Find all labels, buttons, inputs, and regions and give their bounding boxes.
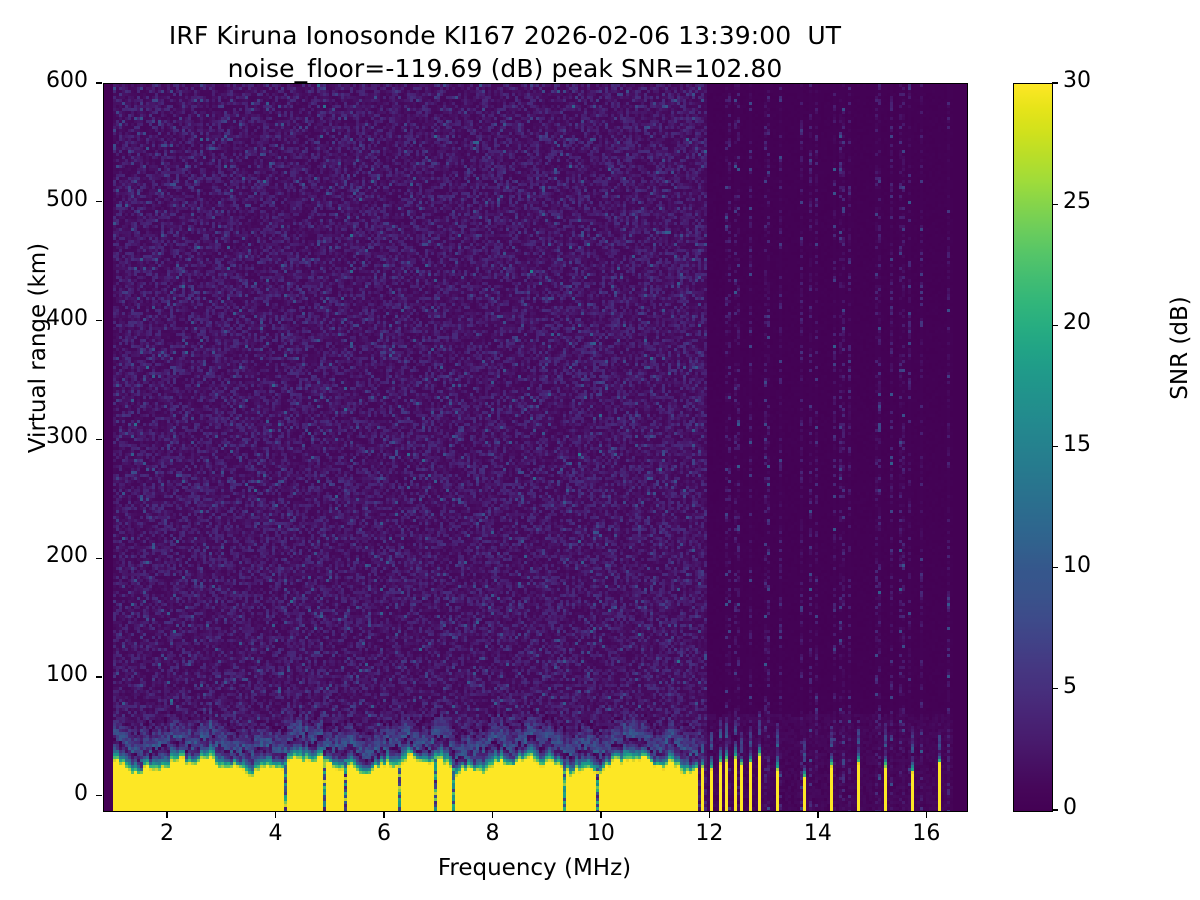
colorbar-tick [1052, 688, 1058, 690]
page-title: IRF Kiruna Ionosonde KI167 2026-02-06 13… [168, 21, 842, 50]
y-tick-label: 200 [46, 543, 88, 569]
y-tick [96, 557, 102, 559]
x-tick-label: 2 [160, 821, 174, 846]
y-tick [96, 201, 102, 203]
y-tick-label: 400 [46, 305, 88, 331]
x-tick [925, 812, 928, 818]
colorbar-tick-label: 25 [1063, 189, 1091, 215]
y-tick-label: 100 [46, 661, 88, 687]
y-tick [96, 82, 102, 84]
colorbar-tick-label: 30 [1063, 68, 1091, 93]
heatmap-canvas [104, 84, 967, 811]
y-tick [96, 319, 102, 322]
x-tick [600, 812, 602, 818]
x-tick-label: 6 [376, 821, 391, 846]
figure-title-block: IRF Kiruna Ionosonde KI167 2026-02-06 13… [0, 20, 1010, 85]
colorbar-tick-label: 15 [1063, 431, 1091, 457]
x-tick [708, 812, 711, 818]
colorbar-tick-label: 5 [1063, 673, 1077, 699]
colorbar-tick-label: 10 [1063, 552, 1091, 578]
y-tick [96, 438, 102, 441]
y-tick-label: 500 [46, 186, 88, 212]
y-tick-label: 300 [46, 424, 88, 450]
y-tick [96, 676, 102, 678]
x-tick [817, 812, 819, 818]
y-tick-label: 0 [74, 780, 88, 806]
x-tick-label: 14 [803, 821, 832, 846]
y-tick [96, 795, 102, 797]
colorbar-tick [1052, 809, 1058, 811]
y-tick-label: 600 [46, 68, 88, 93]
colorbar-label: SNR (dB) [1167, 296, 1193, 400]
x-tick [491, 812, 494, 818]
colorbar-tick [1052, 203, 1058, 205]
figure-subtitle: noise_floor=-119.69 (dB) peak SNR=102.80 [227, 53, 783, 83]
colorbar-tick [1052, 82, 1058, 84]
x-tick-label: 16 [912, 821, 941, 846]
colorbar[interactable] [1013, 83, 1053, 812]
colorbar-tick-label: 0 [1063, 795, 1077, 820]
colorbar-tick [1052, 445, 1058, 448]
x-tick [383, 812, 385, 818]
x-tick [274, 812, 277, 818]
x-tick [166, 812, 168, 818]
ionogram-plot-area[interactable] [103, 83, 968, 812]
colorbar-tick-label: 20 [1063, 310, 1091, 336]
x-tick-label: 12 [695, 821, 724, 846]
colorbar-tick [1052, 324, 1058, 326]
y-axis-label: Virtual range (km) [25, 242, 51, 454]
x-axis-label: Frequency (MHz) [437, 855, 632, 881]
x-tick-label: 8 [485, 821, 500, 846]
colorbar-tick [1052, 567, 1058, 569]
x-tick-label: 4 [268, 821, 283, 846]
x-tick-label: 10 [586, 821, 615, 846]
